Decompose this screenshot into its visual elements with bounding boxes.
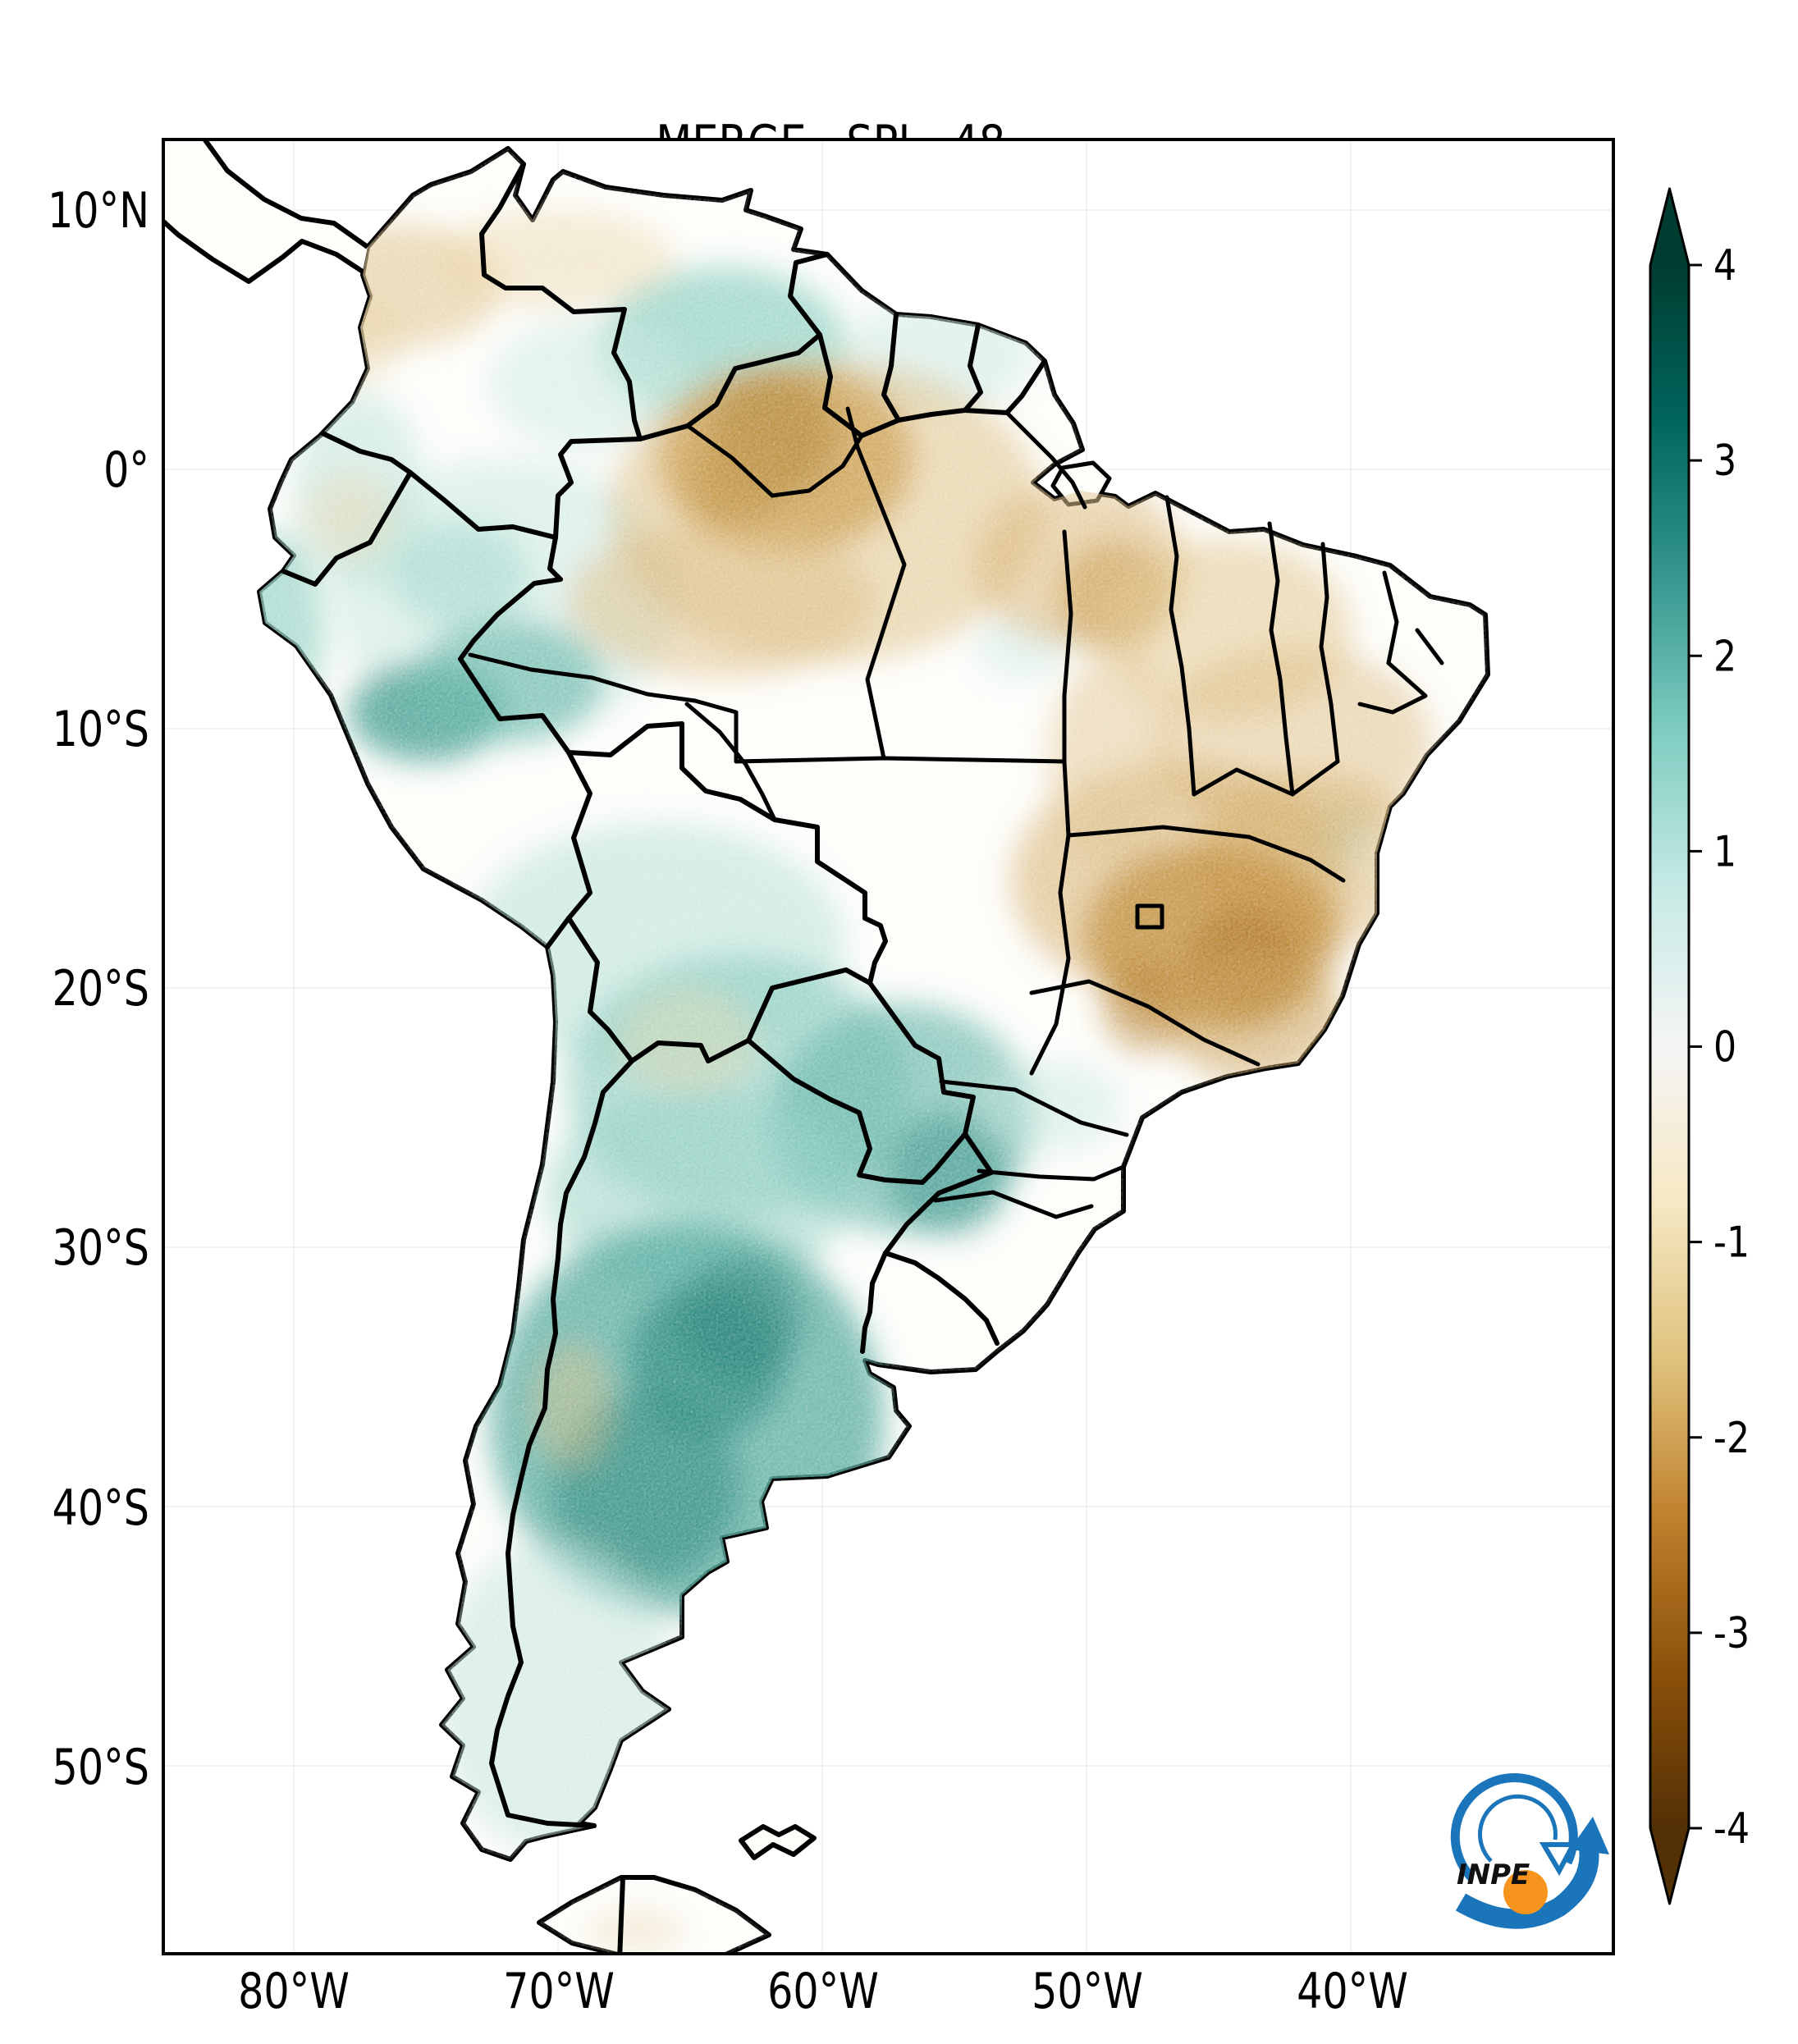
brazil-state-borders [468, 406, 1444, 1219]
country-border-line [553, 437, 643, 540]
lat-tick-label: 10°N [47, 182, 149, 240]
state-border-line [1029, 833, 1071, 1076]
country-border-line [746, 1038, 968, 1185]
country-border-line [817, 332, 901, 438]
state-border-line [1192, 759, 1340, 797]
colorbar-tick-label: 3 [1713, 437, 1736, 486]
country-border-line [881, 312, 901, 423]
central-america-coast [162, 138, 369, 284]
colorbar-tick-label: -1 [1713, 1218, 1750, 1267]
state-border-line [1267, 521, 1295, 797]
state-border-line [684, 702, 777, 822]
lat-tick-label: 40°S [52, 1479, 149, 1537]
colorbar: 4 3 2 1 0 -1 -2 -3 -4 [1649, 187, 1750, 1905]
logo-outer-swirl [1450, 1772, 1578, 1881]
lat-tick-label: 10°S [52, 701, 149, 758]
colorbar-tick-label: 2 [1713, 632, 1736, 681]
state-border-line [1164, 495, 1196, 797]
lon-tick-label: 70°W [503, 1963, 615, 2020]
country-border-line [883, 1251, 1000, 1346]
colorbar-tick-label: -4 [1713, 1804, 1750, 1854]
lat-tick-label: 20°S [52, 960, 149, 1017]
country-borders [281, 162, 1047, 1955]
colorbar-tick-label: -3 [1713, 1608, 1750, 1658]
country-border-line [963, 322, 983, 413]
map-frame [162, 138, 1615, 1955]
country-border-line [408, 470, 563, 582]
falkland-islands [739, 1824, 817, 1860]
colorbar-bar [1649, 187, 1690, 1905]
state-border-line [685, 423, 864, 498]
state-border-line [939, 1079, 1129, 1137]
country-border-line [489, 1059, 634, 1828]
lon-tick-label: 60°W [767, 1963, 879, 2020]
state-border-line [977, 1164, 1126, 1182]
state-border-line [933, 1190, 1094, 1219]
logo-down-arrowhead [1539, 1842, 1577, 1877]
country-border-line [788, 252, 830, 337]
spi-map: INPE [162, 138, 1615, 1955]
state-border-line [1062, 529, 1073, 838]
state-border-line [1382, 570, 1399, 665]
state-border-line [1029, 979, 1260, 1067]
country-border-line [746, 967, 872, 1043]
colorbar-tick-label: 1 [1713, 827, 1736, 876]
colorbar-tick-label: 4 [1713, 241, 1736, 290]
country-border-line [320, 431, 413, 475]
state-border-line [645, 692, 739, 764]
state-border-line [1135, 903, 1164, 930]
state-border-line [845, 406, 907, 761]
logo-inner-swirl [1478, 1794, 1558, 1863]
inpe-logo: INPE [1450, 1772, 1609, 1929]
lon-tick-label: 40°W [1297, 1963, 1408, 2020]
state-border-line [1415, 628, 1444, 665]
country-border-line [458, 577, 571, 755]
country-border-line [545, 916, 571, 949]
country-border-line [281, 470, 413, 587]
colorbar-tick-label: -2 [1713, 1413, 1750, 1462]
lon-tick-label: 50°W [1032, 1963, 1143, 2020]
state-border-line [468, 652, 650, 697]
state-border-line [1357, 661, 1428, 715]
state-border-line [734, 756, 1067, 764]
logo-rising-arrow [1455, 1846, 1599, 1929]
country-border-line [566, 721, 888, 985]
country-border-line [867, 981, 976, 1136]
lat-tick-label: 30°S [52, 1219, 149, 1277]
lat-tick-label: 50°S [52, 1739, 149, 1796]
country-border-line [566, 750, 592, 921]
country-border-line [617, 1876, 625, 1955]
country-border-line [629, 1038, 751, 1063]
country-border-line [963, 359, 1047, 415]
state-border-line [1004, 410, 1087, 510]
country-border-line [479, 162, 643, 441]
logo-orange-ball [1503, 1870, 1548, 1914]
state-border-line [1319, 542, 1340, 764]
logo-arrow-head [1570, 1817, 1609, 1854]
state-border-line [1066, 825, 1346, 883]
colorbar-tick-label: 0 [1713, 1022, 1736, 1072]
country-border-line [883, 1132, 994, 1255]
lon-tick-label: 80°W [238, 1963, 350, 2020]
country-border-line [896, 408, 968, 423]
lat-tick-label: 0° [103, 441, 149, 499]
country-border-line [860, 1251, 888, 1354]
logo-text: INPE [1457, 1859, 1530, 1891]
country-border-line [566, 916, 634, 1063]
